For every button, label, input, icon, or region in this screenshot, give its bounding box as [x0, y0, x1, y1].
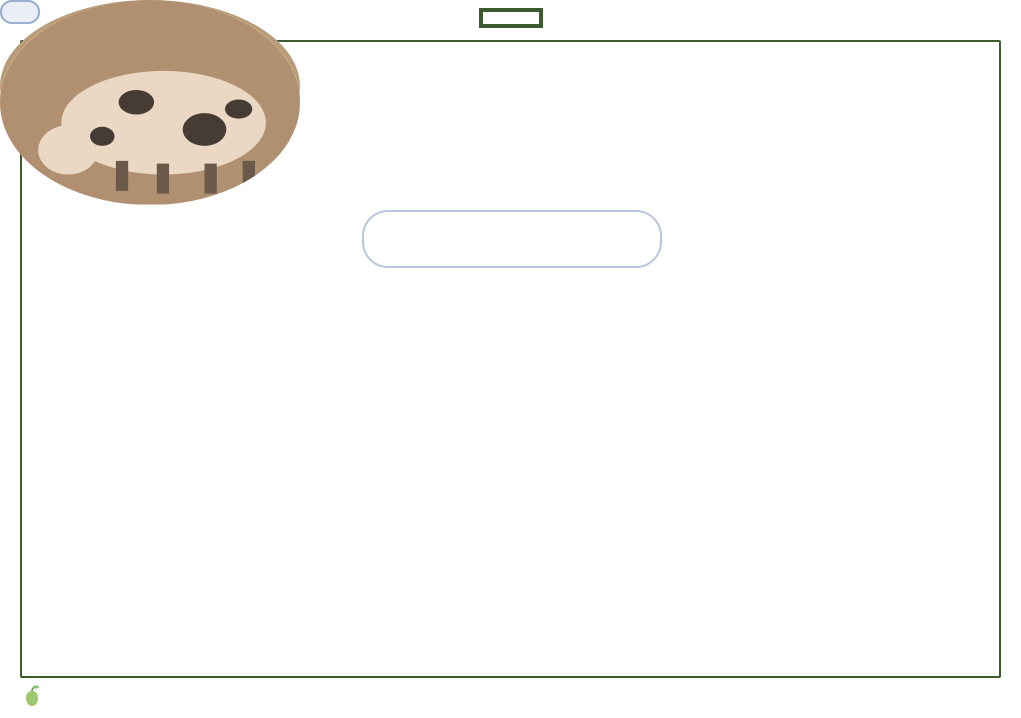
worksheet-page [0, 0, 1021, 718]
title-box [479, 8, 543, 28]
footer-left [20, 684, 50, 708]
seasons-icon-grid [955, 18, 1001, 64]
adult-pig-grazing-image [0, 0, 300, 205]
summer-icon [955, 42, 977, 64]
winter-icon [955, 18, 977, 40]
stage-grows-box [0, 0, 40, 24]
autumn-icon [979, 42, 1001, 64]
center-info-box [362, 210, 662, 268]
spring-icon [979, 18, 1001, 40]
apple-logo-icon [20, 684, 44, 708]
